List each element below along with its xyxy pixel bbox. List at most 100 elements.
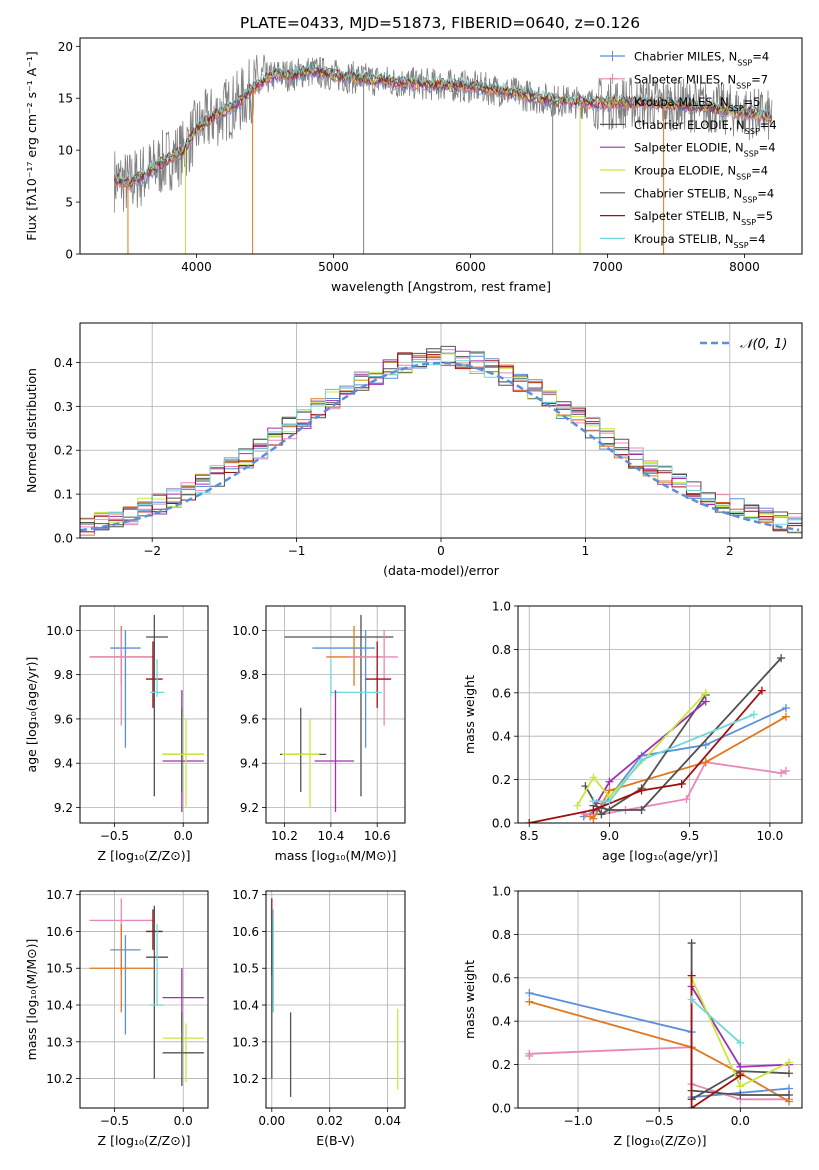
- spectrum-legend-label: Salpeter ELODIE, NSSP=4: [634, 141, 776, 159]
- normal-distribution-curve: [80, 361, 800, 532]
- mass_vs_ebv-ytick-label: 10.5: [232, 962, 259, 976]
- residuals-ylabel: Normed distribution: [24, 368, 39, 493]
- mass_vs_Z-xtick-label: 0.0: [174, 1114, 193, 1128]
- mass_vs_Z-ytick-label: 10.5: [46, 962, 73, 976]
- mass_weight_vs_Z-point-marker: [687, 939, 696, 948]
- spectrum-xtick-label: 5000: [318, 260, 349, 274]
- residuals-xlabel: (data-model)/error: [383, 563, 500, 578]
- mass_vs_Z-xtick-label: −0.5: [100, 1114, 129, 1128]
- residuals-xtick-label: 1: [582, 544, 590, 558]
- mass_weight_vs_age-point-marker: [701, 740, 710, 749]
- mass_weight_vs_Z-point-marker: [785, 1058, 794, 1067]
- spectrum-legend-label: Kroupa ELODIE, NSSP=4: [634, 164, 768, 182]
- mass_vs_Z-ytick-label: 10.6: [46, 925, 73, 939]
- residuals-xtick-label: −2: [143, 544, 161, 558]
- mass_weight_vs_Z-ytick-label: 0.2: [492, 1058, 511, 1072]
- mass_weight_vs_Z-xtick-label: 0.0: [731, 1114, 750, 1128]
- mass_weight_vs_age-point-marker: [605, 777, 614, 786]
- spectrum-legend-label: Kroupa STELIB, NSSP=4: [634, 232, 765, 250]
- mass_weight_vs_age-frame: [517, 605, 803, 824]
- mass_vs_Z-ytick-label: 10.4: [46, 999, 73, 1013]
- spectrum-ytick-label: 0: [65, 248, 73, 262]
- residuals-xtick-label: 2: [726, 544, 734, 558]
- mass_weight_vs_age-point-marker: [781, 703, 790, 712]
- age_vs_mass-ytick-label: 9.2: [240, 801, 259, 815]
- legend-subscript: SSP: [729, 104, 744, 113]
- residuals-ytick-label: 0.3: [54, 400, 73, 414]
- mass_weight_vs_age-plot-area: [525, 654, 790, 823]
- mass_weight_vs_Z-point-marker: [736, 1082, 745, 1091]
- spectrum-legend-label: Salpeter MILES, NSSP=7: [634, 72, 768, 90]
- legend-subscript: SSP: [734, 240, 749, 249]
- mass_vs_ebv-xtick-label: 0.00: [258, 1114, 285, 1128]
- legend-subscript: SSP: [741, 218, 756, 227]
- mass_vs_Z-xlabel: Z [log₁₀(Z/Z⊙)]: [98, 1133, 191, 1148]
- histogram-kroupa_stelib: [80, 352, 802, 538]
- age_vs_Z-xtick-label: 0.0: [174, 829, 193, 843]
- mass_weight_vs_age-ylabel: mass weight: [462, 675, 477, 754]
- mass_weight_vs_age-ytick-label: 0.6: [492, 686, 511, 700]
- mass_weight_vs_age-point-marker: [701, 688, 710, 697]
- spectrum-legend-label: Salpeter STELIB, NSSP=5: [634, 209, 773, 227]
- mass_vs_ebv-ytick-label: 10.6: [232, 925, 259, 939]
- mass_weight_vs_age-xtick-label: 8.5: [520, 829, 539, 843]
- mass_weight_vs_age-point-marker: [637, 756, 646, 765]
- mass_weight_vs_age-point-marker: [781, 712, 790, 721]
- spectrum-legend-label: Chabrier STELIB, NSSP=4: [634, 186, 774, 204]
- mass_weight_vs_age-axes: 8.5 9.0 9.5 10.0 0.0 0.2 0.4 0.6 0.8 1.0 age [log₁…: [462, 600, 802, 863]
- residuals-ytick-label: 0.1: [54, 488, 73, 502]
- legend-count: =5: [744, 95, 761, 109]
- age_vs_Z-axes: −0.5 0.0 9.2 9.4 9.6 9.8 10.0 Z [log₁₀(Z/Z⊙)] ag…: [24, 606, 208, 863]
- residuals-xtick-label: 0: [437, 544, 445, 558]
- age_vs_mass-xtick-label: 10.2: [271, 829, 298, 843]
- mass_weight_vs_age-point-marker: [589, 797, 598, 806]
- mass_weight_vs_age-point-marker: [637, 786, 646, 795]
- spectrum-ylabel: Flux [fλ10⁻¹⁷ erg cm⁻² s⁻¹ A⁻¹]: [24, 51, 39, 240]
- mass_vs_Z-plot-area: [89, 898, 204, 1086]
- mass_weight_vs_age-point-marker: [749, 710, 758, 719]
- spectrum-legend-label: Chabrier MILES, NSSP=4: [634, 50, 769, 68]
- spectrum-xtick-label: 8000: [729, 260, 760, 274]
- mass_weight_vs_Z-point-marker: [525, 988, 534, 997]
- spectrum-model-kroupa_stelib: [113, 62, 773, 186]
- mass_weight_vs_age-point-marker: [573, 801, 582, 810]
- mass_vs_ebv-xtick-label: 0.04: [374, 1114, 401, 1128]
- mass_weight_vs_Z-ytick-label: 0.0: [492, 1102, 511, 1116]
- legend-count: =4: [751, 164, 768, 178]
- mass_weight_vs_Z-ytick-label: 0.8: [492, 928, 511, 942]
- age_vs_mass-ytick-label: 10.0: [232, 624, 259, 638]
- mass_weight_vs_age-xtick-label: 9.5: [680, 829, 699, 843]
- mass_vs_Z-ytick-label: 10.2: [46, 1072, 73, 1086]
- mass_vs_ebv-ytick-label: 10.3: [232, 1035, 259, 1049]
- spectrum-legend-marker: [607, 73, 618, 84]
- mass_weight_vs_age-ytick-label: 0.2: [492, 773, 511, 787]
- spectrum-axes: 4000 5000 6000 7000 8000 0 5 10 15 20 wavelength […: [24, 40, 760, 294]
- age_vs_mass-xlabel: mass [log₁₀(M/M⊙)]: [275, 848, 397, 863]
- mass_weight_vs_age-point-marker: [757, 686, 766, 695]
- mass_weight_vs_Z-point-marker: [785, 1069, 794, 1078]
- mass_weight_vs_age-point-marker: [605, 797, 614, 806]
- mass_weight_vs_age-point-marker: [589, 814, 598, 823]
- spectrum-frame: [79, 37, 803, 255]
- mass_weight_vs_Z-point-marker: [687, 995, 696, 1004]
- mass_weight_vs_age-point-marker: [589, 805, 598, 814]
- spectrum-xtick-label: 7000: [592, 260, 623, 274]
- legend-subscript: SSP: [736, 81, 751, 90]
- age_vs_mass-frame: [265, 605, 406, 824]
- age_vs_mass-xtick-label: 10.6: [364, 829, 391, 843]
- residuals-ytick-label: 0.0: [54, 532, 73, 546]
- mass_weight_vs_age-ytick-label: 1.0: [492, 600, 511, 614]
- residuals-ytick-label: 0.2: [54, 444, 73, 458]
- age_vs_mass-plot-area: [279, 614, 399, 812]
- mass_weight_vs_Z-point-marker: [785, 1090, 794, 1099]
- mass_weight_vs_Z-ytick-label: 1.0: [492, 885, 511, 899]
- legend-count: =5: [756, 209, 773, 223]
- mass_weight_vs_age-xlabel: age [log₁₀(age/yr)]: [602, 848, 718, 863]
- mass_weight_vs_age-point-marker: [597, 810, 606, 819]
- spectrum-legend-label: Chabrier ELODIE, NSSP=4: [634, 118, 777, 136]
- spectrum-ytick-label: 15: [58, 92, 73, 106]
- age_vs_Z-ytick-label: 9.2: [54, 801, 73, 815]
- age_vs_Z-plot-area: [89, 614, 204, 812]
